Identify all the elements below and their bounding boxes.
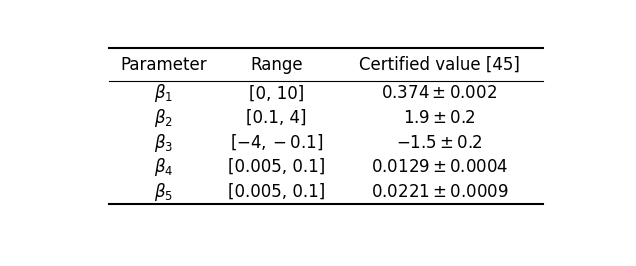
Text: [0.1, 4]: [0.1, 4] — [246, 109, 307, 127]
Text: $0.0129 \pm 0.0004$: $0.0129 \pm 0.0004$ — [371, 158, 508, 176]
Text: [0.005, 0.1]: [0.005, 0.1] — [228, 158, 325, 176]
Text: [0.005, 0.1]: [0.005, 0.1] — [228, 183, 325, 201]
Text: $\beta_2$: $\beta_2$ — [154, 107, 173, 129]
Text: $1.9 \pm 0.2$: $1.9 \pm 0.2$ — [403, 109, 476, 127]
Text: Parameter: Parameter — [120, 56, 207, 74]
Text: Range: Range — [251, 56, 303, 74]
Text: [0, 10]: [0, 10] — [249, 84, 304, 102]
Text: $\beta_1$: $\beta_1$ — [154, 82, 173, 104]
Text: $\beta_5$: $\beta_5$ — [154, 181, 173, 203]
Text: $[-4, -0.1]$: $[-4, -0.1]$ — [230, 133, 323, 152]
Text: $\beta_4$: $\beta_4$ — [154, 156, 173, 178]
Text: Certified value [45]: Certified value [45] — [359, 56, 520, 74]
Text: $\beta_3$: $\beta_3$ — [154, 131, 173, 153]
Text: $-1.5 \pm 0.2$: $-1.5 \pm 0.2$ — [396, 134, 483, 152]
Text: $0.0221 \pm 0.0009$: $0.0221 \pm 0.0009$ — [371, 183, 508, 201]
Text: $0.374 \pm 0.002$: $0.374 \pm 0.002$ — [382, 84, 497, 102]
